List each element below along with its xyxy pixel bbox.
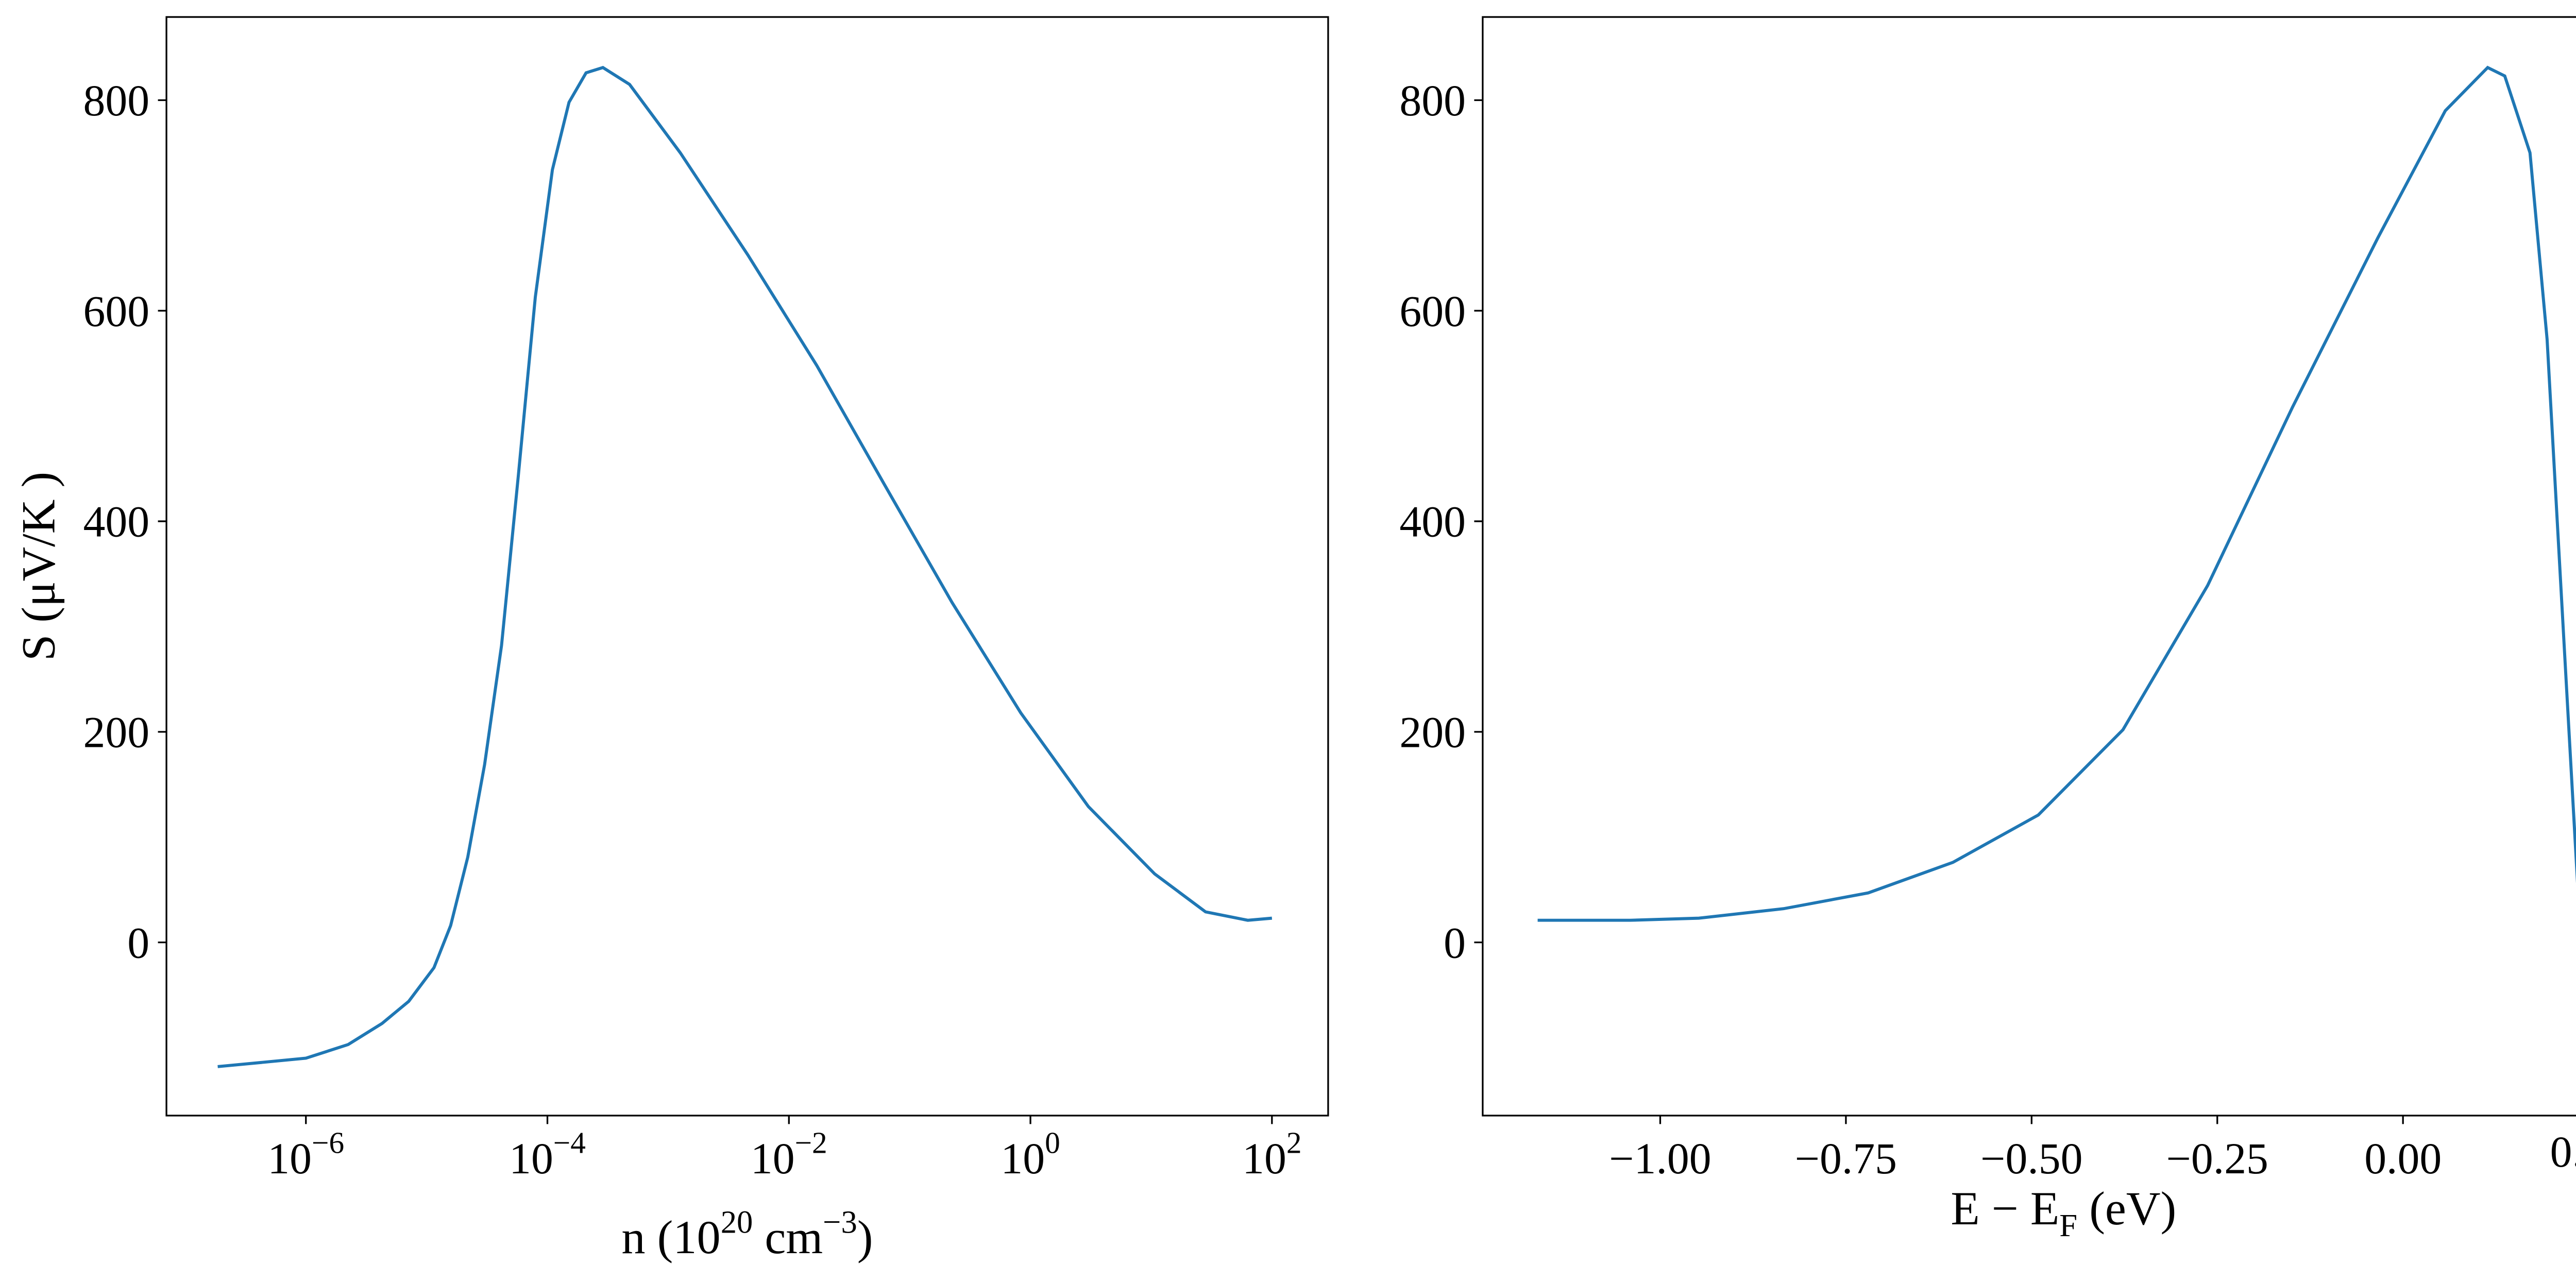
y-tick-label: 200 <box>83 708 150 757</box>
tick-exponent: 0 <box>1045 1125 1060 1159</box>
x-axis-label: n (1020 cm−3) <box>621 1204 873 1263</box>
x-label-part: cm <box>753 1211 823 1263</box>
y-tick-label: 800 <box>1399 76 1466 125</box>
x-label-part: 20 <box>721 1204 753 1240</box>
tick-base: −0.50 <box>1980 1134 2082 1183</box>
x-tick-label: 102 <box>1242 1125 1301 1183</box>
tick-base: 10 <box>267 1134 312 1183</box>
x-tick-label: 0.25 <box>2550 1127 2576 1176</box>
x-tick-label: −0.75 <box>1795 1134 1897 1183</box>
y-tick-label: 0 <box>1444 918 1466 967</box>
x-label-part: −3 <box>823 1204 857 1240</box>
x-label-part: n (10 <box>621 1211 720 1263</box>
x-tick-label: −1.00 <box>1609 1134 1711 1183</box>
y-tick-label: 600 <box>1399 287 1466 336</box>
y-tick-label: 0 <box>127 918 149 967</box>
tick-base: 10 <box>1242 1134 1286 1183</box>
x-tick-label: −0.50 <box>1980 1134 2082 1183</box>
tick-exponent: 2 <box>1286 1125 1302 1159</box>
x-label-part: E − E <box>1951 1182 2059 1235</box>
tick-exponent: −6 <box>312 1125 344 1159</box>
y-tick-label: 200 <box>1399 708 1466 757</box>
tick-base: −0.75 <box>1795 1134 1897 1183</box>
x-tick-label: 100 <box>1001 1125 1060 1183</box>
tick-base: 10 <box>509 1134 553 1183</box>
tick-base: −1.00 <box>1609 1134 1711 1183</box>
x-tick-label: 10−2 <box>751 1125 827 1183</box>
data-line <box>217 65 1273 1068</box>
y-tick-label: 800 <box>83 76 150 125</box>
x-label-part: (eV) <box>2077 1182 2176 1235</box>
tick-base: 10 <box>1001 1134 1045 1183</box>
axes: 0 200 400 600 800 −1.00 −0.75 −0.50 −0.25 0.00 0.2… <box>1399 16 2576 1243</box>
x-label-part: F <box>2059 1207 2077 1243</box>
tick-base: −0.25 <box>2166 1134 2268 1183</box>
x-tick-label: 10−4 <box>509 1125 586 1183</box>
tick-exponent: −4 <box>553 1125 586 1159</box>
tick-base: 10 <box>751 1134 795 1183</box>
plot-frame <box>165 16 1329 1117</box>
tick-exponent: −2 <box>795 1125 827 1159</box>
x-tick-label: −0.25 <box>2166 1134 2268 1183</box>
y-tick-label: 400 <box>83 498 150 546</box>
x-tick-label: 0.00 <box>2364 1134 2442 1183</box>
data-line <box>1537 65 2576 922</box>
y-tick-label: 400 <box>1399 498 1466 546</box>
y-tick-label: 600 <box>83 287 150 336</box>
x-axis-label: E − EF (eV) <box>1951 1182 2176 1243</box>
tick-base: 0.00 <box>2364 1134 2442 1183</box>
x-tick-label: 10−6 <box>267 1125 344 1183</box>
x-label-part: ) <box>857 1211 873 1263</box>
y-axis-label: S (μV/K ) <box>12 472 64 661</box>
plot-frame <box>1482 16 2576 1117</box>
